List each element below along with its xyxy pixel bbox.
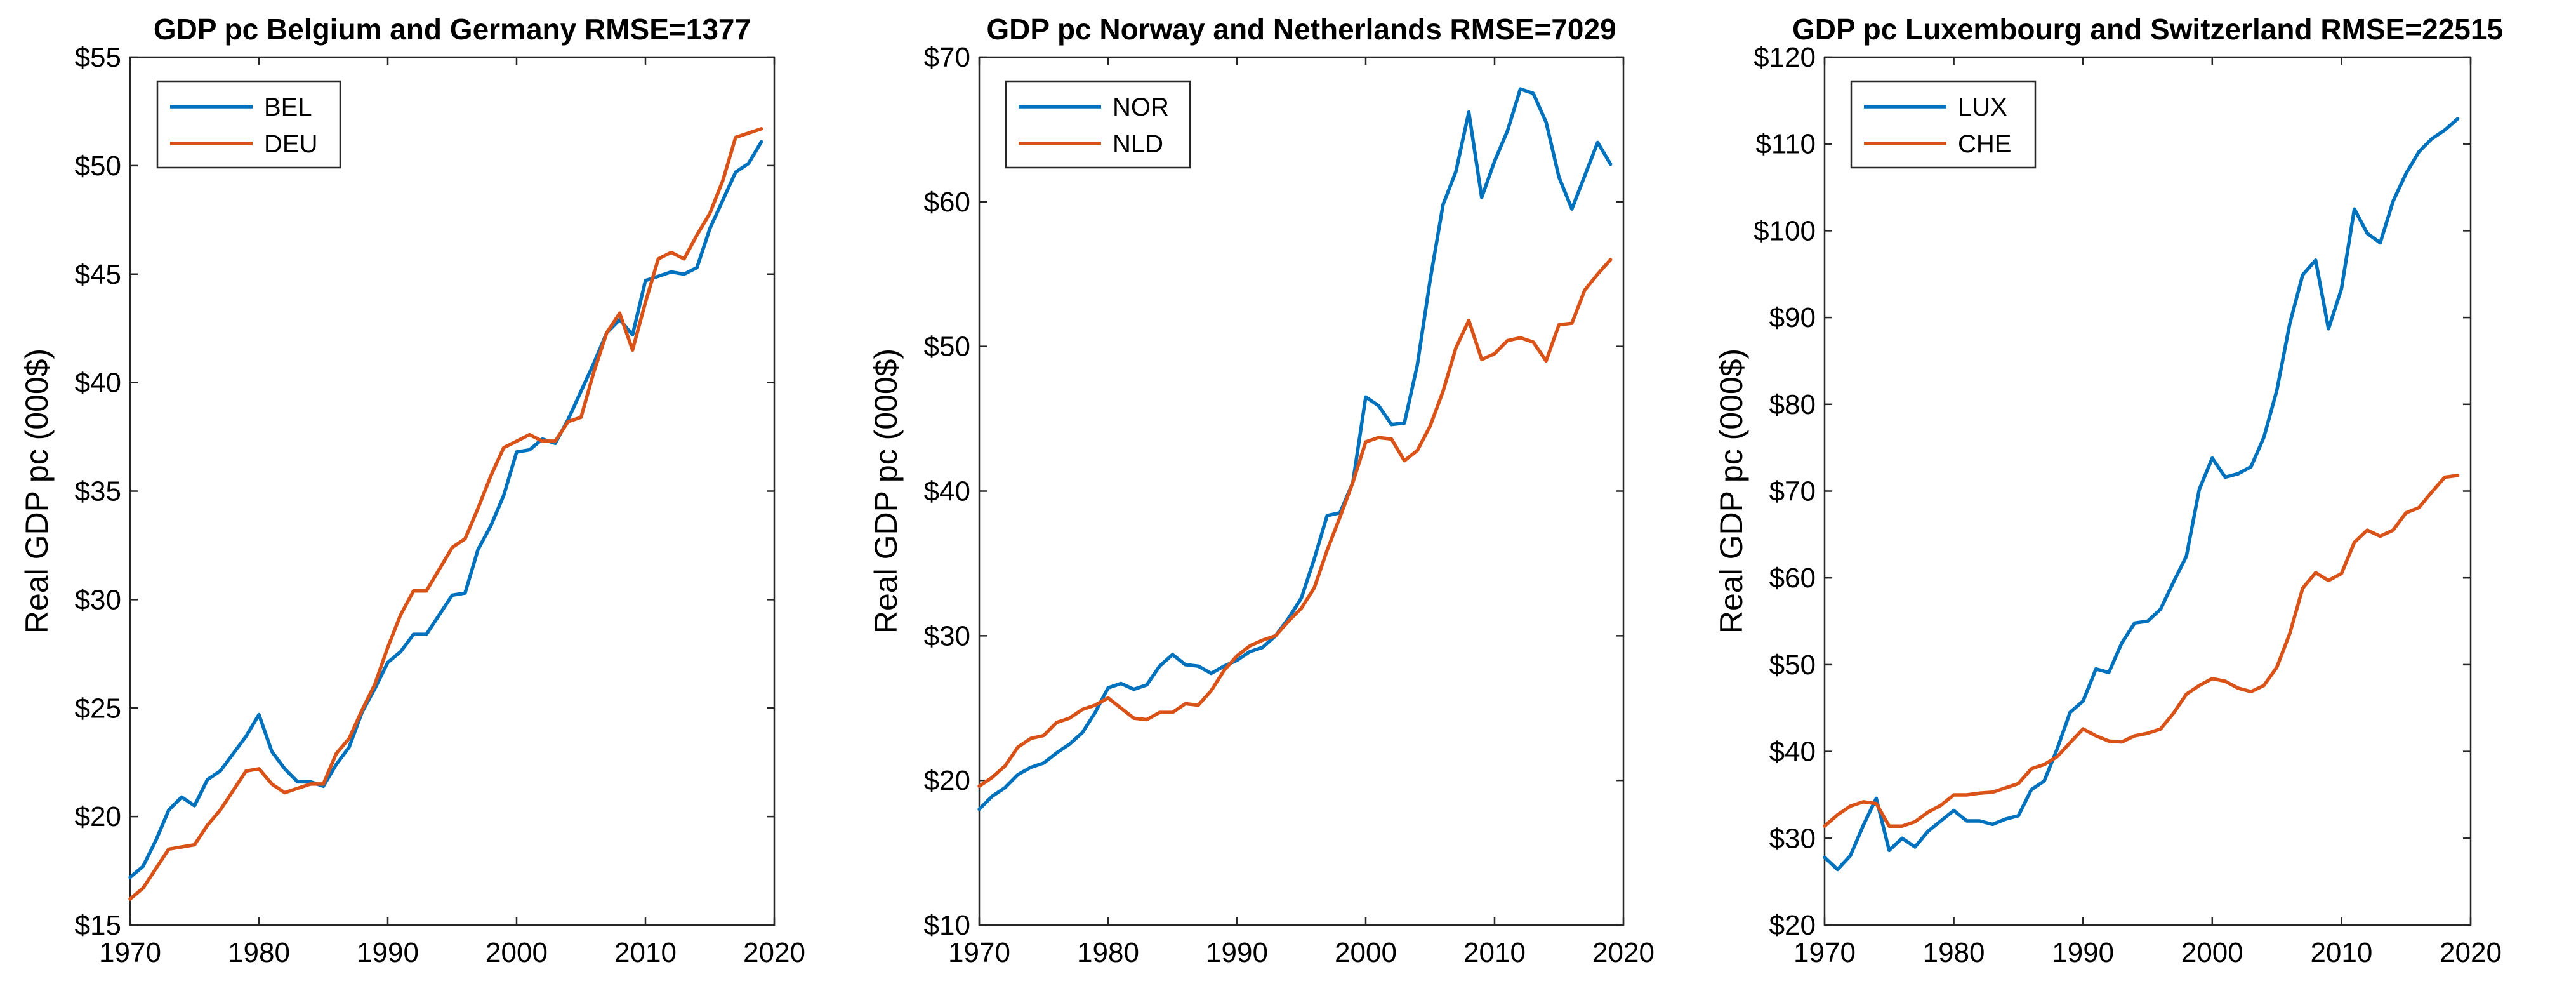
- legend-box: [156, 80, 341, 169]
- y-tick-label: $50: [924, 331, 970, 363]
- y-tick-label: $30: [1769, 823, 1816, 854]
- panel-norway-netherlands: 1970 1980 1990 2000 2010 2020 $10 $20 $30 $40 $50 $…: [868, 13, 1655, 968]
- legend-box: [1850, 80, 2037, 169]
- y-tick-label: $20: [1769, 910, 1816, 941]
- x-tick-label: 2000: [1335, 937, 1397, 968]
- legend-label-nor: NOR: [1113, 93, 1169, 121]
- y-tick-label: $20: [924, 765, 970, 796]
- y-axis-label: Real GDP pc (000$): [1714, 349, 1749, 634]
- chart-title: GDP pc Norway and Netherlands RMSE=7029: [986, 13, 1616, 46]
- series-line-nld: [977, 258, 1613, 789]
- legend-label-deu: DEU: [264, 130, 317, 158]
- y-tick-label: $50: [1769, 650, 1816, 681]
- y-tick-label: $70: [924, 42, 970, 73]
- y-tick-label: $60: [924, 187, 970, 218]
- x-tick-label: 1970: [948, 937, 1010, 968]
- y-tick-label: $30: [924, 620, 970, 651]
- y-axis-label: Real GDP pc (000$): [868, 349, 904, 634]
- x-tick-label: 1980: [1077, 937, 1139, 968]
- x-tick-label: 2020: [1592, 937, 1655, 968]
- y-tick-label: $90: [1769, 302, 1816, 333]
- x-tick-label: 1980: [228, 937, 290, 968]
- x-tick-label: 2010: [614, 937, 677, 968]
- x-tick-label: 2020: [743, 937, 805, 968]
- y-tick-label: $40: [1769, 736, 1816, 768]
- plot-area: [129, 56, 776, 926]
- legend-label-nld: NLD: [1113, 130, 1163, 158]
- y-tick-label: $120: [1754, 42, 1816, 73]
- series-line-lux: [1823, 117, 2460, 872]
- plot-area: [1823, 56, 2472, 926]
- y-tick-label: $100: [1754, 215, 1816, 246]
- chart-title: GDP pc Luxembourg and Switzerland RMSE=2…: [1792, 13, 2503, 46]
- panel-luxembourg-switzerland: 1970 1980 1990 2000 2010 2020 $20 $30 $40 $50 $60 $…: [1714, 13, 2503, 968]
- legend-label-che: CHE: [1958, 130, 2011, 158]
- y-tick-label: $110: [1755, 129, 1816, 160]
- legend-box: [1005, 80, 1191, 169]
- x-tick-label: 1990: [1206, 937, 1268, 968]
- y-tick-label: $50: [75, 150, 121, 182]
- y-tick-label: $15: [75, 910, 121, 941]
- y-tick-label: $70: [1769, 476, 1816, 507]
- series-line-bel: [128, 140, 763, 879]
- legend-label-bel: BEL: [264, 93, 312, 121]
- y-tick-label: $80: [1769, 389, 1816, 420]
- x-tick-label: 1990: [2052, 937, 2114, 968]
- x-tick-label: 2010: [1463, 937, 1526, 968]
- x-tick-label: 1990: [357, 937, 419, 968]
- y-tick-label: $55: [75, 42, 121, 73]
- panel-belgium-germany: 1970 1980 1990 2000 2010 2020 $15 $20 $25 $30 $35 $…: [19, 13, 805, 968]
- x-tick-label: 2000: [2181, 937, 2243, 968]
- legend-label-lux: LUX: [1958, 93, 2007, 121]
- series-line-che: [1823, 474, 2460, 828]
- x-tick-label: 1980: [1923, 937, 1985, 968]
- y-tick-label: $40: [924, 476, 970, 507]
- y-tick-label: $20: [75, 801, 121, 832]
- y-tick-label: $35: [75, 476, 121, 507]
- y-tick-label: $40: [75, 368, 121, 399]
- series-line-deu: [128, 127, 763, 901]
- y-tick-label: $30: [75, 584, 121, 615]
- plot-area: [978, 56, 1625, 926]
- y-tick-label: $60: [1769, 563, 1816, 594]
- chart-title: GDP pc Belgium and Germany RMSE=1377: [154, 13, 751, 46]
- y-tick-label: $45: [75, 259, 121, 290]
- x-tick-label: 2000: [485, 937, 548, 968]
- x-tick-label: 2020: [2440, 937, 2502, 968]
- series-line-nor: [977, 87, 1613, 811]
- x-tick-label: 1970: [1793, 937, 1856, 968]
- x-tick-label: 1970: [99, 937, 161, 968]
- y-tick-label: $25: [75, 693, 121, 724]
- x-tick-label: 2010: [2310, 937, 2372, 968]
- y-axis-label: Real GDP pc (000$): [19, 349, 55, 634]
- y-tick-label: $10: [924, 910, 970, 941]
